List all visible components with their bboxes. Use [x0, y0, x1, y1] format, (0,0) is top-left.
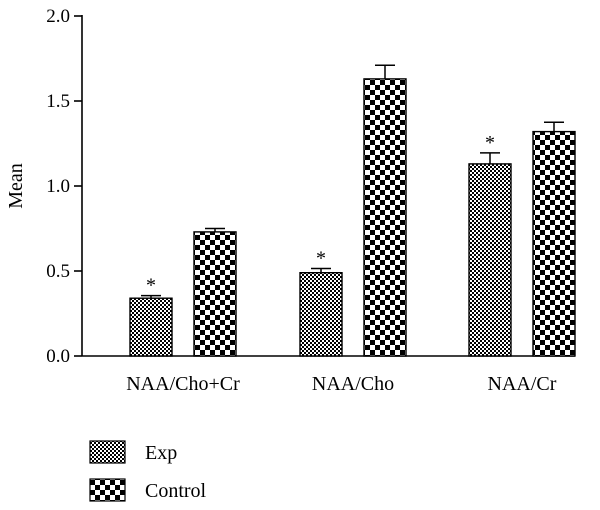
legend-swatch-exp — [89, 440, 126, 464]
significance-marker: * — [316, 247, 326, 269]
bar-control-0 — [193, 231, 237, 357]
x-category-label: NAA/Cho+Cr — [126, 373, 240, 395]
y-tick-label: 0.0 — [46, 346, 70, 367]
x-axis-categories: NAA/Cho+Cr NAA/Cho NAA/Cr — [126, 373, 557, 395]
significance-marker: * — [485, 132, 495, 154]
y-tick-label: 1.5 — [46, 91, 70, 112]
legend-swatch-control — [89, 478, 126, 502]
legend-label-exp: Exp — [145, 442, 177, 464]
y-tick-label: 0.5 — [46, 261, 70, 282]
y-axis-ticks: 0.0 0.5 1.0 1.5 2.0 — [46, 6, 82, 367]
legend-label-control: Control — [145, 480, 207, 502]
bar-exp-1 — [299, 272, 343, 357]
x-category-label: NAA/Cho — [312, 373, 394, 395]
legend: Exp Control — [89, 440, 207, 502]
bar-control-1 — [363, 78, 407, 357]
significance-marker: * — [146, 275, 156, 297]
y-tick-label: 1.0 — [46, 176, 70, 197]
y-axis-label: Mean — [5, 163, 27, 209]
y-tick-label: 2.0 — [46, 6, 70, 27]
bar-exp-2 — [468, 163, 512, 357]
x-category-label: NAA/Cr — [488, 373, 557, 395]
bar-control-2 — [532, 130, 576, 357]
bars: * * * — [129, 64, 576, 357]
bar-exp-0 — [129, 297, 173, 357]
